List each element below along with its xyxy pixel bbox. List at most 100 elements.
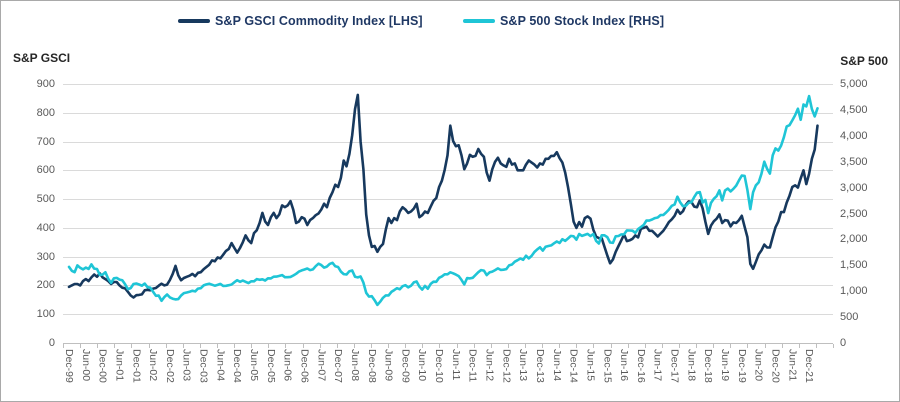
gridline bbox=[63, 84, 833, 85]
left-tick-label: 300 bbox=[36, 250, 55, 263]
x-tick-label: Dec-11 bbox=[466, 349, 479, 383]
x-tick-label: Jun-13 bbox=[517, 349, 530, 382]
legend-item-gsci: S&P GSCI Commodity Index [LHS] bbox=[178, 14, 423, 28]
left-tick-label: 0 bbox=[48, 337, 55, 349]
right-tick-label: 3,500 bbox=[840, 155, 868, 168]
x-axis-tick bbox=[815, 344, 817, 348]
right-tick-label: 3,000 bbox=[840, 181, 868, 194]
gsci-line bbox=[67, 93, 819, 299]
x-axis-tick bbox=[576, 344, 578, 348]
left-tick-label: 900 bbox=[36, 78, 55, 90]
x-tick-label: Jun-01 bbox=[113, 349, 126, 382]
x-axis-tick bbox=[353, 344, 355, 348]
x-tick-label: Dec-09 bbox=[399, 349, 412, 383]
sp500-legend-label: S&P 500 Stock Index [RHS] bbox=[500, 14, 665, 28]
x-tick-label: Dec-20 bbox=[769, 349, 782, 383]
x-tick-label: Jun-05 bbox=[248, 349, 260, 382]
legend: S&P GSCI Commodity Index [LHS] S&P 500 S… bbox=[1, 1, 899, 41]
x-tick-label: Jun-07 bbox=[315, 349, 328, 382]
gridline bbox=[63, 285, 833, 287]
x-axis-tick bbox=[833, 344, 834, 348]
x-axis-tick bbox=[490, 344, 492, 348]
gridline bbox=[63, 227, 833, 229]
x-axis-tick bbox=[97, 344, 99, 348]
x-axis-tick bbox=[661, 344, 663, 348]
x-axis-tick bbox=[559, 344, 561, 348]
x-axis-tick bbox=[63, 344, 64, 348]
x-tick-label: Jun-20 bbox=[752, 349, 765, 382]
x-tick-label: Dec-03 bbox=[197, 349, 210, 383]
x-axis-tick bbox=[319, 344, 321, 348]
left-tick-label: 800 bbox=[36, 106, 55, 119]
sp500-line-swatch-icon bbox=[463, 19, 495, 23]
x-tick-label: Jun-14 bbox=[550, 349, 563, 382]
x-axis-tick bbox=[182, 344, 184, 348]
left-tick-label: 500 bbox=[36, 193, 55, 206]
x-axis-tick bbox=[696, 344, 698, 348]
x-axis-tick bbox=[542, 344, 544, 348]
x-axis-tick bbox=[80, 344, 82, 348]
x-axis-tick bbox=[456, 344, 458, 348]
gridline bbox=[63, 256, 833, 258]
left-tick-label: 100 bbox=[36, 308, 55, 321]
x-tick-label: Dec-01 bbox=[130, 349, 143, 383]
left-axis-title: S&P GSCI bbox=[13, 51, 71, 65]
x-axis-tick bbox=[114, 344, 116, 348]
x-tick-label: Dec-15 bbox=[601, 349, 614, 383]
x-axis-tick bbox=[507, 344, 509, 348]
x-tick-label: Jun-16 bbox=[618, 349, 631, 382]
right-tick-label: 4,500 bbox=[840, 103, 868, 116]
x-tick-label: Jun-12 bbox=[483, 349, 496, 382]
x-axis-tick bbox=[593, 344, 595, 348]
gridline bbox=[63, 314, 833, 316]
right-tick-label: 5,000 bbox=[840, 78, 868, 90]
x-axis-tick bbox=[388, 344, 390, 348]
x-tick-label: Dec-18 bbox=[702, 349, 715, 383]
x-axis-line bbox=[63, 343, 833, 344]
x-tick-label: Jun-19 bbox=[719, 349, 731, 382]
x-axis-tick bbox=[713, 344, 715, 348]
x-axis-tick bbox=[165, 344, 167, 348]
x-tick-label: Dec-10 bbox=[433, 349, 446, 383]
x-tick-label: Dec-17 bbox=[668, 349, 681, 383]
x-axis-tick bbox=[131, 344, 133, 348]
x-tick-label: Jun-11 bbox=[449, 349, 462, 381]
x-tick-label: Dec-13 bbox=[534, 349, 546, 383]
x-tick-label: Jun-09 bbox=[382, 349, 395, 382]
x-tick-label: Jun-04 bbox=[214, 349, 227, 382]
x-axis-tick bbox=[781, 344, 783, 348]
x-tick-label: Jun-18 bbox=[685, 349, 698, 382]
legend-item-sp500: S&P 500 Stock Index [RHS] bbox=[463, 14, 664, 28]
x-axis-tick bbox=[730, 344, 732, 348]
gridline bbox=[63, 170, 833, 172]
x-axis-tick bbox=[610, 344, 612, 348]
x-axis-tick bbox=[422, 344, 424, 348]
x-tick-label: Jun-02 bbox=[147, 349, 160, 382]
x-tick-label: Dec-02 bbox=[163, 349, 176, 383]
x-tick-label: Jun-10 bbox=[416, 349, 429, 382]
left-tick-label: 400 bbox=[36, 221, 55, 234]
right-axis-title: S&P 500 bbox=[840, 54, 888, 68]
x-tick-label: Jun-15 bbox=[584, 349, 597, 382]
x-axis-tick bbox=[234, 344, 236, 348]
left-tick-label: 200 bbox=[36, 279, 55, 292]
left-tick-label: 600 bbox=[36, 164, 55, 177]
x-axis-tick bbox=[764, 344, 766, 348]
x-tick-label: Dec-08 bbox=[365, 349, 378, 383]
x-axis-tick bbox=[199, 344, 201, 348]
right-tick-label: 4,000 bbox=[840, 129, 868, 142]
x-axis-tick bbox=[473, 344, 475, 348]
x-axis-tick bbox=[679, 344, 680, 348]
right-tick-label: 2,500 bbox=[840, 207, 868, 220]
x-axis-tick bbox=[217, 344, 218, 348]
gsci-line-swatch-icon bbox=[178, 19, 210, 23]
x-tick-label: Dec-05 bbox=[264, 349, 277, 383]
gsci-legend-label: S&P GSCI Commodity Index [LHS] bbox=[215, 14, 423, 28]
x-tick-label: Dec-21 bbox=[803, 349, 816, 383]
right-tick-label: 500 bbox=[840, 311, 859, 324]
x-tick-label: Dec-99 bbox=[63, 349, 75, 383]
right-tick-label: 1,500 bbox=[840, 259, 868, 272]
left-tick-label: 700 bbox=[36, 135, 55, 148]
x-axis-tick bbox=[336, 344, 338, 348]
